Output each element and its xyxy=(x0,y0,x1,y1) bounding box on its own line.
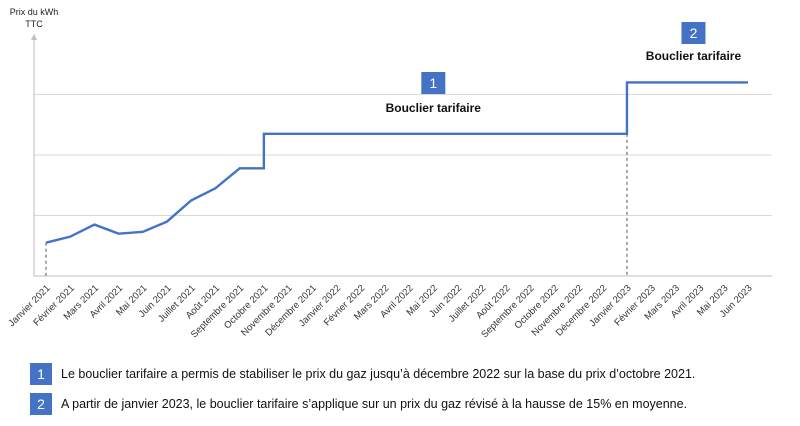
note-1: 1 Le bouclier tarifaire a permis de stab… xyxy=(30,362,695,386)
note-1-badge: 1 xyxy=(30,363,52,385)
note-1-text: Le bouclier tarifaire a permis de stabil… xyxy=(61,367,696,381)
annotation-badge-number: 1 xyxy=(429,75,437,91)
annotation-badge xyxy=(681,22,706,44)
y-axis-label: Prix du kWh TTC xyxy=(9,7,59,29)
y-axis-arrow xyxy=(31,34,37,40)
note-2-text: A partir de janvier 2023, le bouclier ta… xyxy=(61,397,688,411)
series-line xyxy=(45,81,748,244)
annotation-label: Bouclier tarifaire xyxy=(646,49,742,63)
annotation-badge-number: 2 xyxy=(690,25,698,41)
note-2-badge: 2 xyxy=(30,393,52,415)
annotation-label: Bouclier tarifaire xyxy=(386,101,482,115)
annotation-badge xyxy=(421,72,446,94)
note-2: 2 A partir de janvier 2023, le bouclier … xyxy=(30,392,687,416)
